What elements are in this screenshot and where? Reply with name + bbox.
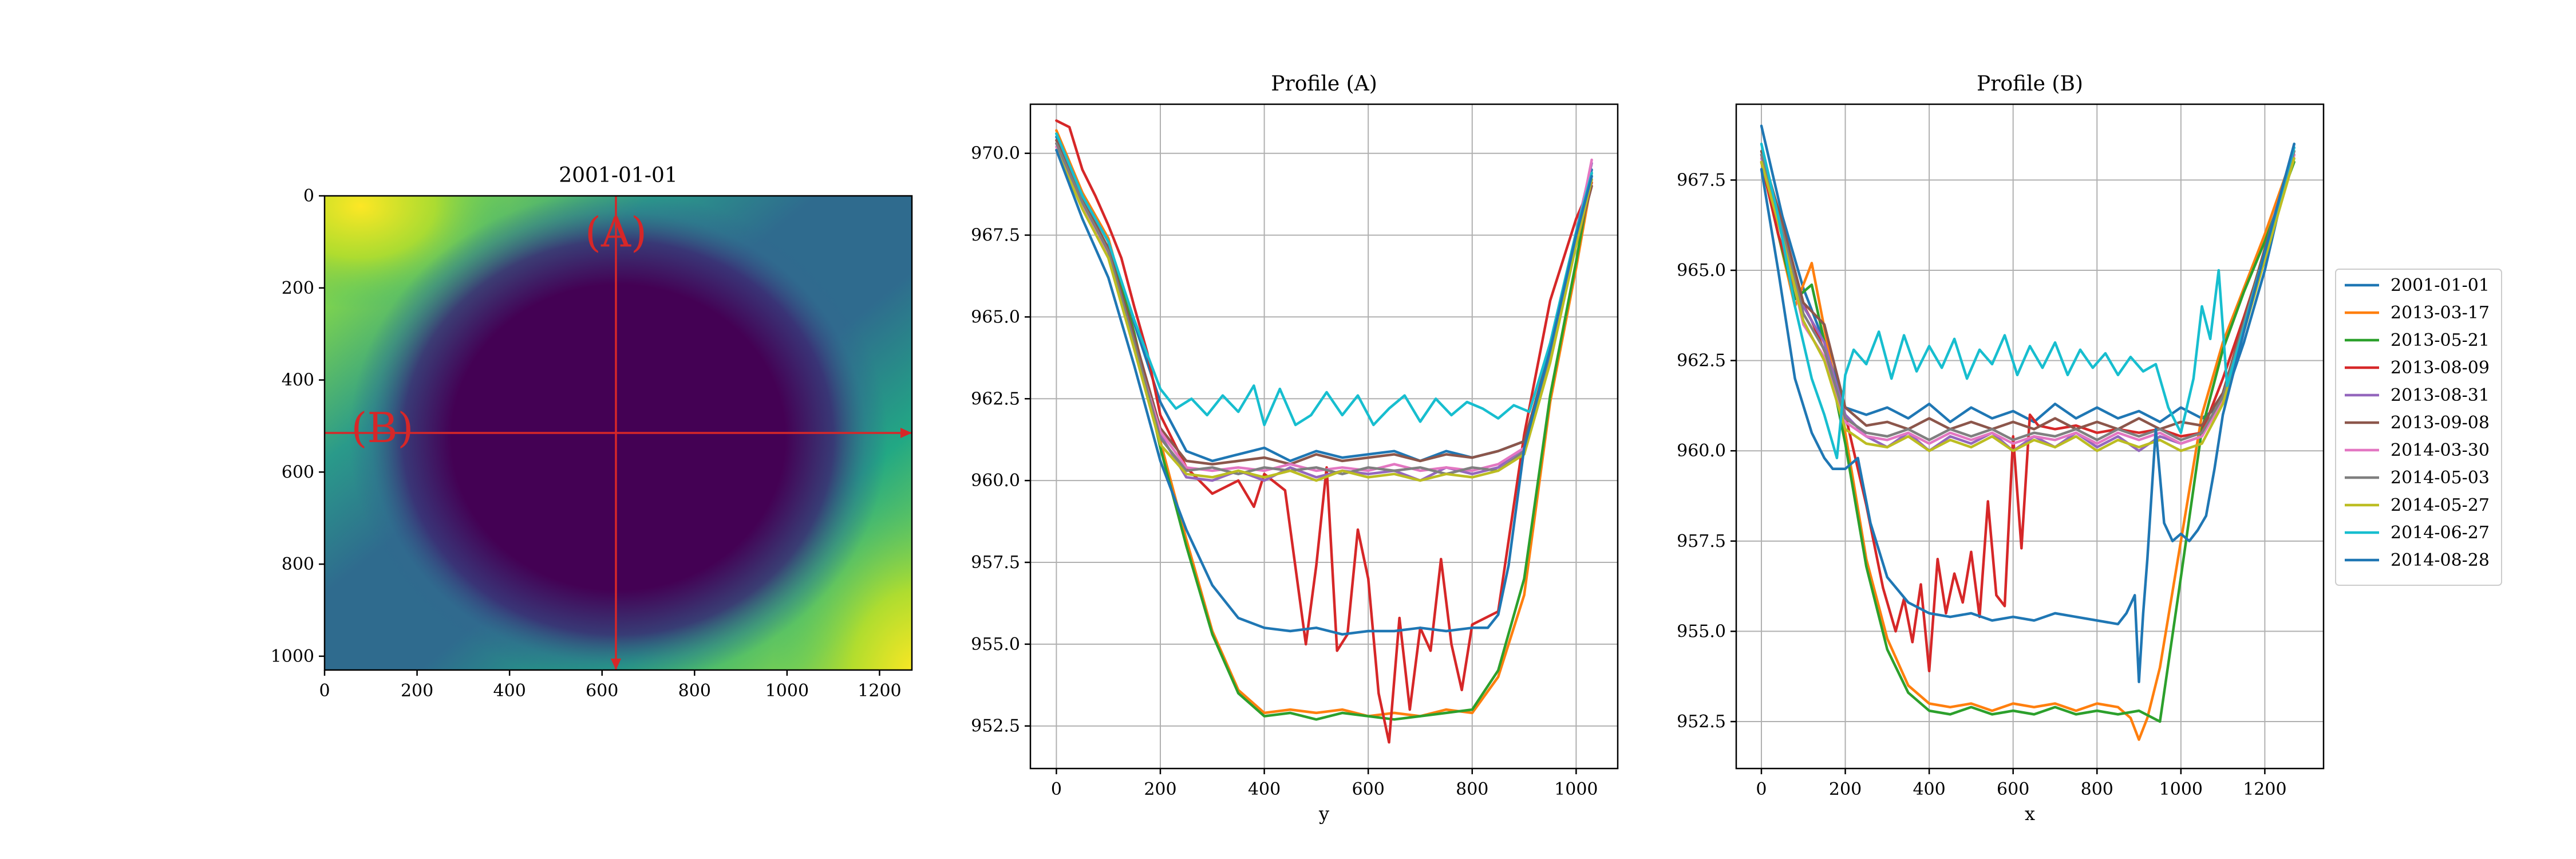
profile-b-ytick-label: 967.5 — [1677, 170, 1726, 190]
profile-a-series-line — [1055, 145, 1593, 472]
profile-b-series-line — [1760, 124, 2296, 424]
profile-a-series-line — [1055, 142, 1593, 475]
profile-a-ytick-label: 957.5 — [971, 553, 1020, 573]
profile-a-series-line — [1055, 135, 1593, 463]
heatmap-panel: 2001-01-01 (A)(B) 0 200 400 600 800 1000 12000… — [271, 164, 913, 701]
profile-a-ytick-label: 967.5 — [971, 226, 1020, 246]
heatmap-frame — [323, 195, 913, 671]
heatmap-axes: 0 200 400 600 800 1000 1200 0 200 400 600 800 1000 — [271, 186, 913, 701]
heatmap-ytick-label: 400 — [282, 371, 314, 391]
profile-b-xtick-label: 1200 — [2243, 779, 2286, 799]
profile-b-xtick-label: 600 — [1997, 779, 2029, 799]
heatmap-xtick-label: 400 — [493, 681, 526, 701]
profile-a-xtick-label: 1000 — [1554, 779, 1598, 799]
profile-b-series-line — [1760, 143, 2296, 683]
legend: 2001-01-01 2013-03-17 2013-05-21 2013-08-09… — [2335, 269, 2502, 586]
profile-a-title: Profile (A) — [1271, 72, 1377, 96]
heatmap-xtick-label: 200 — [401, 681, 433, 701]
legend-entry-label: 2013-03-17 — [2391, 303, 2490, 323]
profile-b-grid — [1736, 104, 2324, 769]
legend-entry-label: 2014-03-30 — [2391, 440, 2490, 460]
profile-a-panel: Profile (A) 0 200 400 600 800 1000 952.5 955.0 9… — [971, 72, 1619, 825]
profile-b-series-line — [1760, 143, 2296, 460]
profile-b-series-line — [1760, 149, 2296, 442]
profile-a-series-line — [1055, 148, 1593, 636]
profile-a-xtick-label: 800 — [1456, 779, 1488, 799]
profile-a-frame — [1029, 103, 1619, 770]
profile-a-xtick-label: 0 — [1051, 779, 1062, 799]
profile-b-frame — [1735, 103, 2325, 770]
profile-b-xtick-label: 1000 — [2159, 779, 2203, 799]
heatmap-xtick-label: 1000 — [765, 681, 809, 701]
heatmap-xtick-label: 600 — [586, 681, 618, 701]
annotation-label: (B) — [351, 404, 413, 452]
profile-a-lines — [1055, 119, 1593, 744]
profile-a-ytick-label: 965.0 — [971, 307, 1020, 327]
profile-a-ytick-label: 960.0 — [971, 471, 1020, 491]
heatmap-xtick-label: 800 — [678, 681, 711, 701]
profile-b-ytick-label: 960.0 — [1677, 441, 1726, 461]
heatmap-ytick-label: 600 — [282, 462, 314, 482]
profile-b-ytick-label: 955.0 — [1677, 621, 1726, 641]
profile-line-a-arrowhead — [610, 659, 621, 670]
legend-entry-label: 2014-05-03 — [2391, 468, 2490, 488]
heatmap-xtick-label: 0 — [319, 681, 330, 701]
profile-a-xtick-label: 600 — [1352, 779, 1385, 799]
profile-b-xtick-label: 0 — [1756, 779, 1767, 799]
profile-a-xtick-label: 400 — [1248, 779, 1281, 799]
legend-entry-label: 2014-06-27 — [2391, 523, 2490, 543]
profile-a-series-line — [1055, 119, 1593, 744]
profile-a-ticks: 0 200 400 600 800 1000 952.5 955.0 957.5 960.0 962… — [971, 144, 1598, 799]
profile-b-ytick-label: 962.5 — [1677, 351, 1726, 371]
profile-a-xtick-label: 200 — [1144, 779, 1176, 799]
legend-entry-label: 2014-05-27 — [2391, 495, 2490, 515]
legend-entry-label: 2013-08-09 — [2391, 358, 2490, 378]
heatmap-ytick-label: 1000 — [271, 647, 314, 667]
profile-a-series-line — [1055, 132, 1593, 427]
profile-b-xtick-label: 800 — [2081, 779, 2113, 799]
profile-b-ytick-label: 965.0 — [1677, 261, 1726, 281]
profile-line-b-arrowhead — [900, 428, 912, 438]
legend-entry-label: 2013-05-21 — [2391, 330, 2490, 350]
heatmap-ytick-label: 0 — [303, 186, 314, 206]
heatmap-overlay: (A) (B) — [325, 196, 912, 670]
profile-b-ticks: 0 200 400 600 800 1000 1200 952.5 955.0 957.5 960.… — [1677, 170, 2286, 799]
legend-entry-label: 2013-08-31 — [2391, 385, 2490, 405]
profile-b-xlabel: x — [2025, 803, 2035, 825]
heatmap-ytick-label: 800 — [282, 554, 314, 574]
profile-b-series-line — [1760, 149, 2296, 431]
profile-a-xlabel: y — [1318, 803, 1329, 825]
profile-b-series-line — [1760, 153, 2296, 445]
profile-a-series-line — [1055, 148, 1593, 482]
profile-a-ytick-label: 952.5 — [971, 716, 1020, 736]
profile-a-series-line — [1055, 139, 1593, 466]
profile-b-ytick-label: 952.5 — [1677, 712, 1726, 732]
heatmap-ytick-label: 200 — [282, 278, 314, 298]
annotation-label: (A) — [585, 208, 647, 256]
profile-a-ytick-label: 970.0 — [971, 144, 1020, 164]
profile-b-panel: Profile (B) 0 200 400 600 800 1000 1200 952.5 95… — [1677, 72, 2325, 825]
heatmap-title: 2001-01-01 — [559, 164, 678, 187]
profile-b-ytick-label: 957.5 — [1677, 531, 1726, 551]
legend-entry-label: 2013-09-08 — [2391, 413, 2490, 433]
profile-b-xtick-label: 200 — [1829, 779, 1862, 799]
profile-b-xtick-label: 400 — [1913, 779, 1945, 799]
profile-a-ytick-label: 955.0 — [971, 635, 1020, 655]
profile-b-lines — [1760, 124, 2296, 741]
profile-b-series-line — [1760, 157, 2296, 452]
profile-b-title: Profile (B) — [1977, 72, 2083, 96]
profile-a-ytick-label: 962.5 — [971, 389, 1020, 409]
heatmap-xtick-label: 1200 — [858, 681, 901, 701]
legend-entry-label: 2001-01-01 — [2391, 275, 2490, 295]
legend-entry-label: 2014-08-28 — [2391, 550, 2490, 570]
